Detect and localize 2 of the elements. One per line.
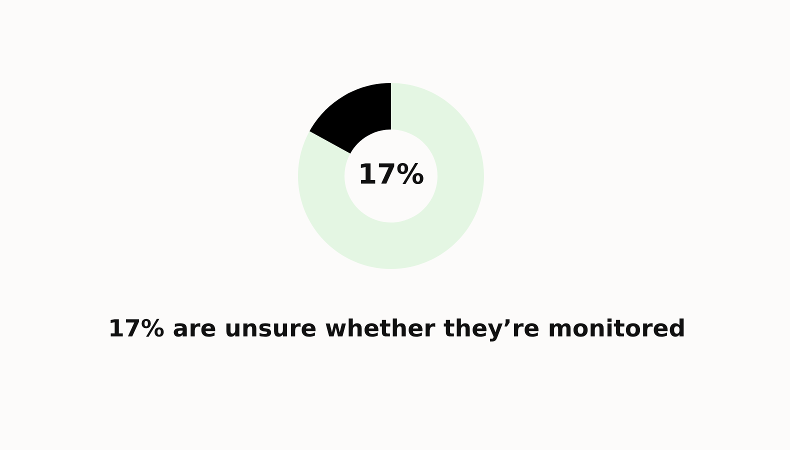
text: 17% are unsure whether they’re monitored: [110, 318, 684, 342]
text: 17%: [360, 163, 424, 184]
